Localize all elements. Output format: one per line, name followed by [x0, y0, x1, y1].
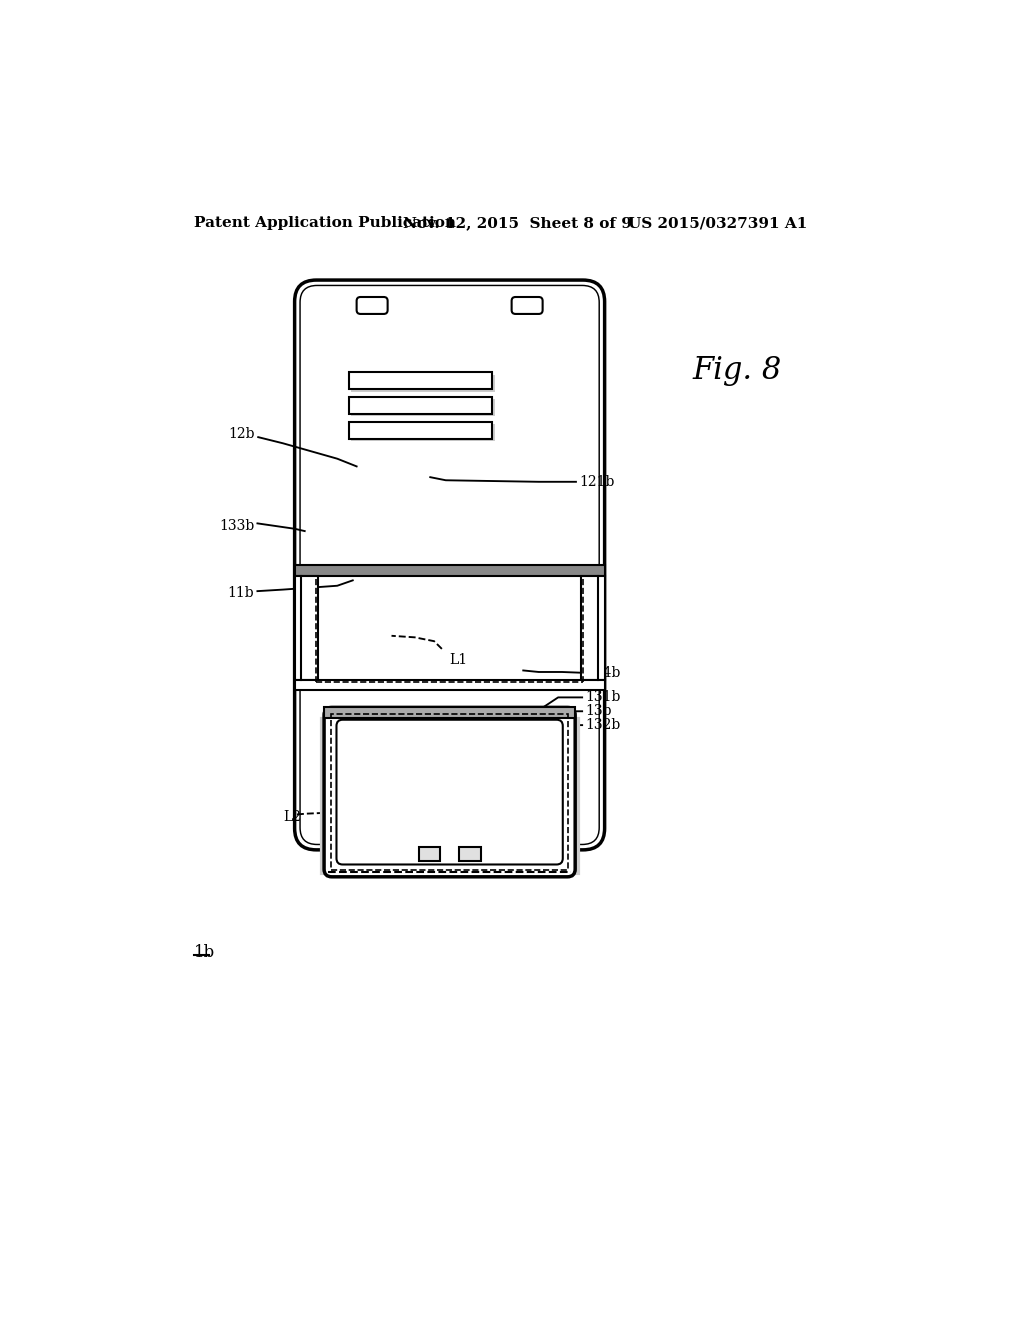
Text: L2: L2: [283, 809, 301, 824]
Bar: [349, 397, 493, 414]
Text: 121b: 121b: [579, 475, 614, 488]
FancyBboxPatch shape: [337, 719, 563, 865]
FancyBboxPatch shape: [324, 708, 575, 876]
Bar: [459, 847, 480, 861]
Text: 132b: 132b: [586, 718, 621, 733]
Bar: [295, 576, 317, 680]
Bar: [295, 680, 604, 690]
Bar: [351, 400, 495, 416]
Bar: [351, 424, 495, 441]
Text: 11b: 11b: [227, 586, 254, 601]
Bar: [351, 375, 495, 392]
Text: 1b: 1b: [194, 944, 215, 961]
FancyBboxPatch shape: [356, 297, 388, 314]
Text: Fig. 8: Fig. 8: [692, 355, 781, 385]
Bar: [349, 372, 493, 389]
FancyBboxPatch shape: [295, 280, 604, 850]
Text: 12b: 12b: [227, 428, 254, 441]
Bar: [349, 422, 493, 438]
Text: 134b: 134b: [586, 665, 621, 680]
FancyBboxPatch shape: [512, 297, 543, 314]
Bar: [419, 847, 440, 861]
Text: L1: L1: [450, 653, 468, 667]
Text: Nov. 12, 2015  Sheet 8 of 9: Nov. 12, 2015 Sheet 8 of 9: [403, 216, 632, 230]
Bar: [295, 565, 604, 576]
Text: 131b: 131b: [586, 690, 621, 705]
Bar: [331, 714, 568, 870]
Bar: [582, 576, 604, 680]
Text: US 2015/0327391 A1: US 2015/0327391 A1: [628, 216, 807, 230]
Bar: [324, 708, 575, 718]
Text: 133b: 133b: [219, 520, 254, 533]
Text: 13b: 13b: [586, 705, 611, 718]
Text: Patent Application Publication: Patent Application Publication: [194, 216, 456, 230]
